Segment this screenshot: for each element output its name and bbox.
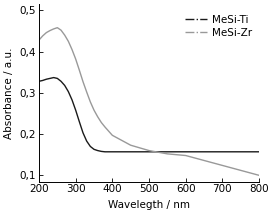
MeSi-Zr [89,101,92,103]
MeSi-Ti [129,150,132,153]
MeSi-Zr [81,80,85,83]
MeSi-Ti [107,150,110,153]
Legend: MeSi-Ti, MeSi-Zr: MeSi-Ti, MeSi-Zr [182,13,254,40]
MeSi-Zr [257,174,261,177]
MeSi-Zr [48,29,52,32]
MeSi-Ti [74,109,77,111]
MeSi-Ti [96,149,99,152]
MeSi-Zr [92,109,96,111]
Line: MeSi-Zr: MeSi-Zr [39,28,259,175]
MeSi-Zr [147,149,151,152]
Line: MeSi-Ti: MeSi-Ti [39,77,259,152]
MeSi-Zr [63,34,66,36]
MeSi-Zr [129,144,132,147]
MeSi-Zr [67,40,70,43]
Y-axis label: Absorbance / a.u.: Absorbance / a.u. [4,47,14,139]
MeSi-Ti [111,150,114,153]
X-axis label: Wavelegth / nm: Wavelegth / nm [108,200,190,210]
MeSi-Zr [59,29,63,31]
MeSi-Zr [166,153,169,155]
MeSi-Ti [257,150,261,153]
MeSi-Ti [147,150,151,153]
MeSi-Zr [100,121,103,124]
MeSi-Zr [56,26,59,29]
MeSi-Ti [78,120,81,123]
MeSi-Ti [100,150,103,153]
MeSi-Zr [202,159,206,162]
MeSi-Ti [56,77,59,80]
MeSi-Ti [37,80,41,83]
MeSi-Zr [70,48,74,51]
MeSi-Zr [74,58,77,60]
MeSi-Zr [85,91,88,93]
MeSi-Zr [239,169,242,172]
MeSi-Ti [41,79,44,82]
MeSi-Ti [67,90,70,93]
MeSi-Ti [202,150,206,153]
MeSi-Ti [103,150,107,153]
MeSi-Ti [45,78,48,80]
MeSi-Zr [107,130,110,132]
MeSi-Ti [81,132,85,134]
MeSi-Ti [52,76,55,79]
MeSi-Zr [78,69,81,71]
MeSi-Zr [52,28,55,30]
MeSi-Ti [70,99,74,101]
MeSi-Zr [103,126,107,128]
MeSi-Ti [184,150,187,153]
MeSi-Ti [59,80,63,83]
MeSi-Zr [184,154,187,157]
MeSi-Zr [45,31,48,34]
MeSi-Zr [96,116,99,118]
MeSi-Zr [221,164,224,167]
MeSi-Ti [166,150,169,153]
MeSi-Ti [92,148,96,151]
MeSi-Ti [89,145,92,148]
MeSi-Zr [37,39,41,41]
MeSi-Ti [85,140,88,142]
MeSi-Zr [41,35,44,37]
MeSi-Ti [239,150,242,153]
MeSi-Ti [48,77,52,80]
MeSi-Zr [111,134,114,137]
MeSi-Ti [221,150,224,153]
MeSi-Ti [63,84,66,87]
